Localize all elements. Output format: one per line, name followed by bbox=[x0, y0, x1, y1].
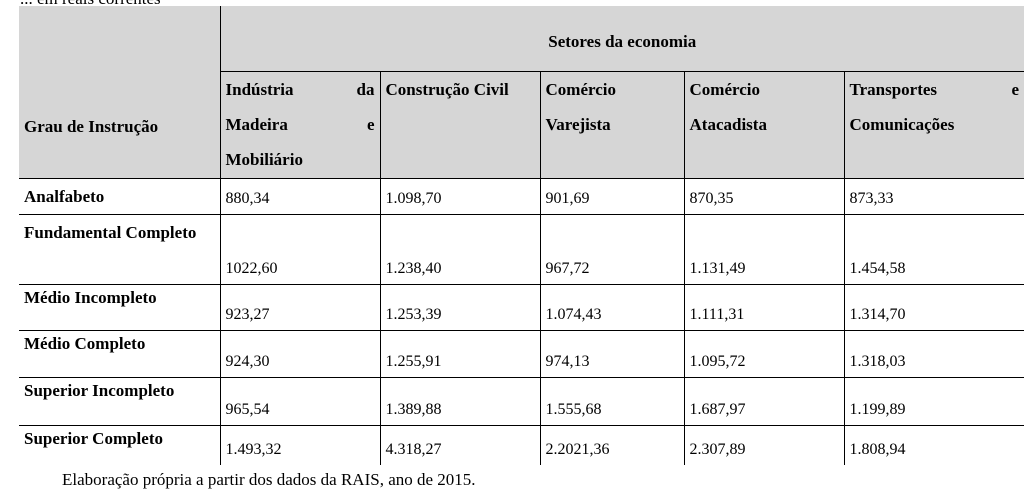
table-cell: 1.098,70 bbox=[379, 177, 540, 214]
table-row: Médio Incompleto 923,27 1.253,39 1.074,4… bbox=[19, 283, 1024, 330]
table-cell: 1.131,49 bbox=[683, 213, 844, 284]
table-cell: 2.2021,36 bbox=[539, 424, 684, 465]
table-cell: 923,27 bbox=[220, 283, 380, 330]
table-cell: 1.808,94 bbox=[843, 424, 1024, 465]
column-header: Indústria da Madeira e Mobiliário bbox=[220, 70, 380, 178]
table-cell: 1.074,43 bbox=[539, 283, 684, 330]
table-cell: 1022,60 bbox=[220, 213, 380, 284]
table-cell: 1.687,97 bbox=[683, 376, 844, 425]
table-row: Superior Incompleto 965,54 1.389,88 1.55… bbox=[19, 376, 1024, 425]
table-cell: 1.111,31 bbox=[683, 283, 844, 330]
table-cell: 880,34 bbox=[220, 177, 380, 214]
wage-table: Grau de Instrução Setores da economia In… bbox=[19, 6, 1024, 465]
table-cell: 924,30 bbox=[220, 329, 380, 377]
source-note: Elaboração própria a partir dos dados da… bbox=[62, 470, 476, 489]
cut-off-caption: ... em reais correntes bbox=[20, 0, 161, 9]
table-cell: 1.389,88 bbox=[379, 376, 540, 425]
table-row: Médio Completo 924,30 1.255,91 974,13 1.… bbox=[19, 329, 1024, 377]
table-cell: 1.454,58 bbox=[843, 213, 1024, 284]
column-header: Transportes e Comunicações bbox=[843, 70, 1024, 178]
table-cell: 2.307,89 bbox=[683, 424, 844, 465]
row-label: Superior Completo bbox=[19, 424, 221, 465]
table-cell: 1.199,89 bbox=[843, 376, 1024, 425]
table-cell: 1.493,32 bbox=[220, 424, 380, 465]
table-cell: 873,33 bbox=[843, 177, 1024, 214]
table-cell: 1.255,91 bbox=[379, 329, 540, 377]
column-header: Comércio Atacadista bbox=[683, 70, 844, 178]
row-label: Médio Completo bbox=[19, 329, 221, 377]
table-cell: 4.318,27 bbox=[379, 424, 540, 465]
table-cell: 1.318,03 bbox=[843, 329, 1024, 377]
row-label: Analfabeto bbox=[19, 177, 221, 214]
table-row: Fundamental Completo 1022,60 1.238,40 96… bbox=[19, 213, 1024, 284]
table-cell: 1.253,39 bbox=[379, 283, 540, 330]
table-cell: 965,54 bbox=[220, 376, 380, 425]
table-cell: 974,13 bbox=[539, 329, 684, 377]
table-cell: 1.555,68 bbox=[539, 376, 684, 425]
table-cell: 901,69 bbox=[539, 177, 684, 214]
table-row: Analfabeto 880,34 1.098,70 901,69 870,35… bbox=[19, 177, 1024, 214]
row-label: Fundamental Completo bbox=[19, 213, 221, 284]
table-cell: 870,35 bbox=[683, 177, 844, 214]
table-cell: 1.238,40 bbox=[379, 213, 540, 284]
table-row: Superior Completo 1.493,32 4.318,27 2.20… bbox=[19, 424, 1024, 465]
column-header: Comércio Varejista bbox=[539, 70, 684, 178]
column-header: Construção Civil bbox=[379, 70, 540, 178]
row-header: Grau de Instrução bbox=[19, 6, 221, 178]
sector-group-header: Setores da economia bbox=[220, 6, 1024, 71]
row-label: Superior Incompleto bbox=[19, 376, 221, 425]
table-cell: 1.095,72 bbox=[683, 329, 844, 377]
table-cell: 1.314,70 bbox=[843, 283, 1024, 330]
table-cell: 967,72 bbox=[539, 213, 684, 284]
row-label: Médio Incompleto bbox=[19, 283, 221, 330]
